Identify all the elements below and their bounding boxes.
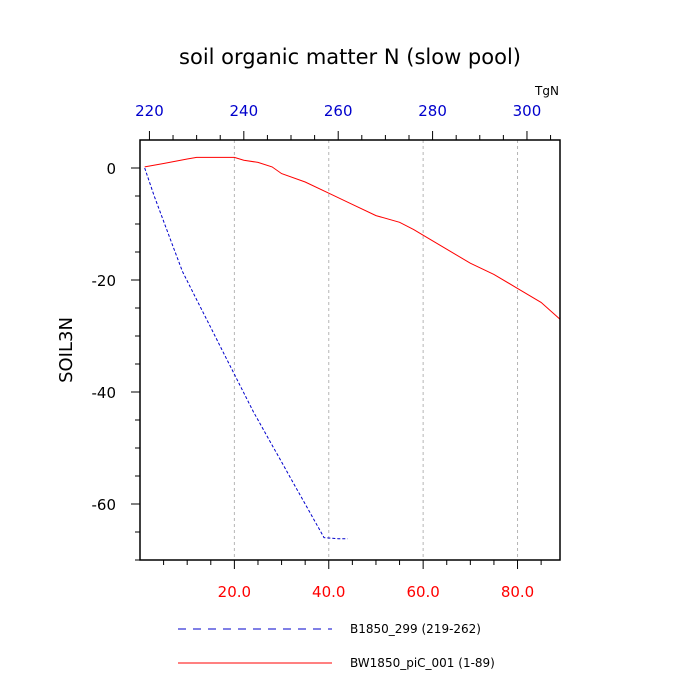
axis-ticks: 20.0 40.0 60.0 80.0 220 240 260 280 300 0 -20 -40 -6… — [92, 102, 552, 601]
chart-title: soil organic matter N (slow pool) — [179, 45, 521, 69]
top-tick-label: 280 — [418, 102, 447, 120]
top-tick-label: 260 — [324, 102, 353, 120]
y-tick-label: -40 — [92, 384, 117, 402]
series-line-bw1850 — [144, 156, 561, 320]
legend-label: BW1850_piC_001 (1-89) — [350, 656, 495, 670]
grid-lines — [233, 140, 519, 560]
y-tick-label: -20 — [92, 272, 117, 290]
y-axis-label: SOIL3N — [56, 317, 77, 383]
top-tick-label: 220 — [135, 102, 164, 120]
series-line-b1850 — [144, 167, 348, 540]
top-tick-label: 300 — [513, 102, 542, 120]
y-tick-label: -60 — [92, 496, 117, 514]
bottom-tick-label: 80.0 — [501, 583, 534, 601]
y-tick-label: 0 — [106, 160, 116, 178]
legend: B1850_299 (219-262) BW1850_piC_001 (1-89) — [178, 622, 495, 670]
bottom-tick-label: 60.0 — [406, 583, 439, 601]
bottom-tick-label: 20.0 — [218, 583, 251, 601]
top-axis-unit: TgN — [534, 84, 559, 98]
top-tick-label: 240 — [229, 102, 258, 120]
series-layer — [144, 156, 561, 540]
legend-label: B1850_299 (219-262) — [350, 622, 481, 636]
plot-frame — [139, 139, 561, 561]
bottom-tick-label: 40.0 — [312, 583, 345, 601]
